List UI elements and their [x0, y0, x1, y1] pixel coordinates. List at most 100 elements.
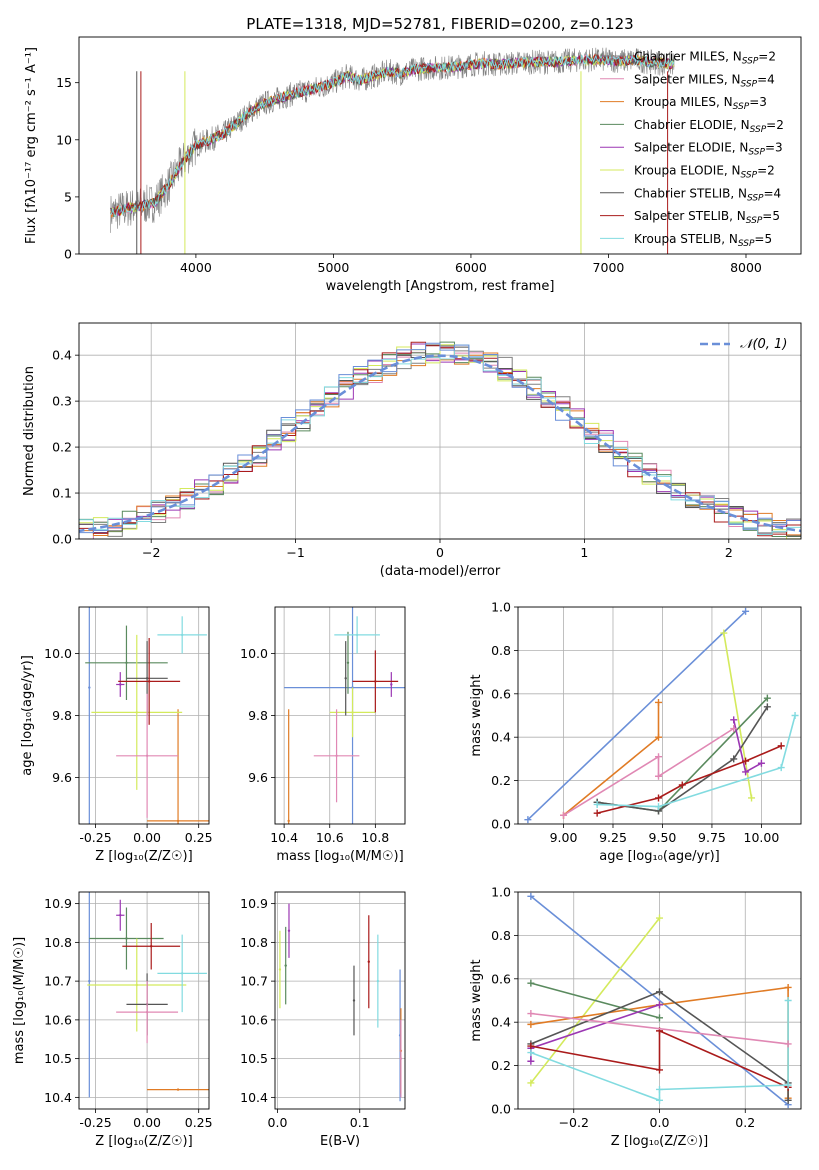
series-marker [777, 764, 785, 772]
mass-vs-z-plot-area [79, 892, 209, 1109]
x-tick-label: 10.8 [361, 830, 389, 845]
axes-frame [517, 606, 802, 825]
axes-frame [78, 891, 210, 1110]
error-point [147, 709, 209, 824]
spectrum-plot-area [110, 47, 675, 254]
x-tick-label: 10.4 [270, 830, 298, 845]
data-point [287, 819, 290, 823]
series-marker [784, 1081, 792, 1089]
x-axis-label: Z [log₁₀(Z/Z☉)] [611, 1134, 708, 1149]
axes-frame [78, 36, 802, 255]
weight-vs-z-panel: −0.2 0.0 0.2 0.0 0.2 0.4 0.6 0.8 1.0 Z [log₁₀(Z/Z… [469, 885, 802, 1149]
series-marker [757, 759, 765, 767]
error-point [147, 1088, 209, 1091]
age-vs-z-plot-area [79, 607, 209, 824]
data-point [376, 979, 380, 983]
y-tick-label: 0.8 [491, 643, 511, 658]
error-point [116, 899, 125, 931]
x-tick-label: 0 [436, 545, 444, 560]
y-tick-label: 10.7 [240, 974, 268, 989]
model-spectrum [110, 53, 674, 217]
spectrum-legend: Chabrier MILES, NSSP=2 Salpeter MILES, NS… [600, 50, 784, 249]
y-tick-label: 9.6 [248, 770, 268, 785]
y-tick-label: 0.4 [491, 1015, 511, 1030]
series-marker [656, 1085, 663, 1093]
x-tick-label: 9.50 [649, 830, 677, 845]
series-marker [656, 1066, 663, 1074]
error-point [85, 625, 168, 700]
x-tick-label: 9.00 [550, 830, 578, 845]
axes-frame [517, 891, 802, 1110]
y-tick-label: 0.4 [491, 730, 511, 745]
data-point [176, 1088, 180, 1091]
series-marker [656, 988, 663, 996]
data-point [145, 754, 149, 757]
y-tick-label: 0.8 [491, 928, 511, 943]
error-point [344, 641, 347, 716]
y-tick-label: 0.0 [491, 817, 511, 832]
series-marker [742, 768, 750, 776]
weight-vs-age-panel: 9.00 9.25 9.50 9.75 10.00 0.0 0.2 0.4 0.6 0.8 1.0 a… [469, 600, 802, 864]
series-marker [527, 979, 535, 987]
weight-series [560, 725, 738, 819]
y-tick-label: 0.1 [52, 486, 72, 501]
x-tick-label: 8000 [730, 260, 762, 275]
series-marker [593, 800, 601, 808]
data-point [390, 683, 393, 686]
error-point [88, 607, 91, 824]
x-axis-label: (data-model)/error [380, 564, 501, 579]
legend-entry: Chabrier MILES, NSSP=2 [634, 50, 776, 67]
data-point [145, 677, 149, 680]
series-line [597, 715, 796, 808]
y-tick-label: 10.8 [240, 935, 268, 950]
data-point [180, 633, 184, 637]
x-tick-label: 6000 [455, 260, 487, 275]
weight-series [527, 1027, 792, 1091]
series-marker [655, 733, 663, 741]
legend-entry: Chabrier ELODIE, NSSP=2 [634, 118, 784, 135]
legend-entry: Salpeter MILES, NSSP=4 [634, 72, 775, 89]
x-tick-label: 4000 [180, 260, 212, 275]
error-point [352, 965, 356, 1036]
series-marker [656, 914, 663, 922]
x-tick-label: 0.00 [133, 830, 161, 845]
data-point [135, 983, 138, 987]
age-vs-z-panel: -0.25 0.00 0.25 9.6 9.8 10.0 Z [log₁₀(Z/Z☉)] ag… [20, 606, 213, 864]
series-marker [748, 794, 756, 802]
x-tick-label: -0.25 [79, 1115, 111, 1130]
weight-series [593, 712, 799, 811]
series-marker [678, 781, 686, 789]
x-tick-label: 10.6 [316, 830, 344, 845]
error-point [284, 926, 287, 1005]
series-marker [730, 716, 738, 724]
x-tick-label: -0.25 [79, 830, 111, 845]
error-point [390, 672, 393, 697]
error-point [329, 687, 376, 738]
series-marker [763, 694, 771, 702]
legend-entry: Salpeter STELIB, NSSP=5 [634, 209, 780, 226]
y-axis-label: mass [log₁₀(M/M☉)] [12, 937, 27, 1064]
weight-series [527, 997, 792, 1104]
error-point [376, 934, 380, 1028]
y-tick-label: 0.3 [52, 394, 72, 409]
y-tick-label: 10.0 [240, 646, 268, 661]
mass-vs-ebv-plot-area [275, 892, 405, 1109]
legend-entry: Kroupa ELODIE, NSSP=2 [634, 164, 775, 181]
series-marker [763, 703, 771, 711]
y-tick-label: 15 [56, 75, 72, 90]
spectrum-panel: 4000 5000 6000 7000 8000 0 5 10 15 wavelength [An… [24, 36, 802, 294]
data-point [287, 929, 291, 932]
series-marker [527, 1042, 535, 1050]
series-marker [527, 1057, 535, 1065]
x-axis-label: E(B-V) [320, 1134, 360, 1149]
data-point [125, 937, 128, 940]
error-point [87, 938, 187, 1032]
error-point [157, 616, 207, 654]
y-tick-label: 0.4 [52, 348, 72, 363]
series-marker [655, 794, 663, 802]
x-tick-label: 0.2 [735, 1115, 755, 1130]
y-tick-label: 9.6 [52, 770, 72, 785]
error-point [287, 709, 290, 824]
figure-title: PLATE=1318, MJD=52781, FIBERID=0200, z=0… [246, 15, 633, 33]
